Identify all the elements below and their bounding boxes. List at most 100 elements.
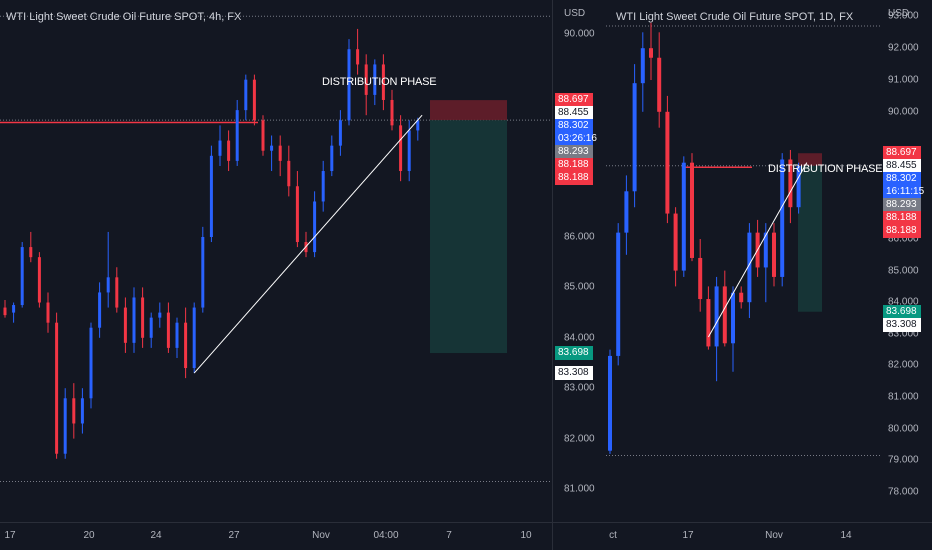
left-candle[interactable] bbox=[235, 99, 239, 166]
left-candle[interactable] bbox=[321, 160, 325, 212]
left-candle[interactable] bbox=[304, 231, 308, 258]
left-candle[interactable] bbox=[330, 135, 334, 177]
left-candle[interactable] bbox=[209, 145, 213, 243]
right-candle[interactable] bbox=[665, 95, 670, 224]
right-candle[interactable] bbox=[673, 207, 678, 287]
right-candle-body bbox=[640, 48, 645, 84]
left-candle[interactable] bbox=[80, 388, 84, 434]
left-price-tag: 88.293 bbox=[555, 145, 593, 160]
left-candle[interactable] bbox=[3, 300, 7, 318]
right-candle[interactable] bbox=[681, 156, 686, 277]
right-candle[interactable] bbox=[657, 32, 662, 128]
left-candle[interactable] bbox=[98, 282, 102, 338]
left-candle[interactable] bbox=[149, 312, 153, 348]
left-candle[interactable] bbox=[63, 388, 67, 459]
left-candle[interactable] bbox=[416, 117, 420, 141]
left-candle[interactable] bbox=[390, 89, 394, 131]
right-candle-body bbox=[739, 292, 744, 303]
right-candle[interactable] bbox=[739, 286, 744, 309]
left-candle-body bbox=[313, 201, 317, 253]
left-candle[interactable] bbox=[201, 226, 205, 313]
right-candle[interactable] bbox=[788, 149, 793, 224]
left-candle[interactable] bbox=[158, 302, 162, 328]
left-candle[interactable] bbox=[261, 115, 265, 156]
right-price-tag: 88.697 bbox=[883, 146, 921, 161]
left-candle[interactable] bbox=[37, 252, 41, 308]
left-candle[interactable] bbox=[252, 74, 256, 126]
right-candle[interactable] bbox=[772, 223, 776, 287]
right-y-tick-label: 92.000 bbox=[888, 42, 919, 54]
left-price-tag: 88.455 bbox=[555, 106, 593, 121]
left-stop-zone bbox=[430, 100, 507, 121]
left-candle[interactable] bbox=[20, 242, 24, 308]
left-candle[interactable] bbox=[175, 317, 179, 358]
left-price-tag: 83.698 bbox=[555, 346, 593, 361]
left-candle-body bbox=[20, 247, 24, 306]
left-candle-body bbox=[192, 307, 196, 369]
left-candle[interactable] bbox=[106, 231, 110, 308]
left-candle[interactable] bbox=[227, 130, 231, 172]
left-candle[interactable] bbox=[347, 39, 351, 126]
left-candle[interactable] bbox=[244, 74, 248, 121]
left-candle[interactable] bbox=[115, 267, 119, 313]
right-candle[interactable] bbox=[632, 64, 637, 208]
right-candle[interactable] bbox=[731, 286, 735, 372]
left-candle[interactable] bbox=[373, 59, 377, 106]
right-candle-body bbox=[780, 159, 785, 277]
right-candle[interactable] bbox=[747, 223, 752, 318]
left-candle[interactable] bbox=[313, 191, 317, 258]
left-candle-body bbox=[132, 297, 136, 343]
left-candle[interactable] bbox=[72, 383, 76, 439]
right-price-tag: 83.308 bbox=[883, 317, 921, 332]
left-candle[interactable] bbox=[270, 135, 274, 172]
left-candle[interactable] bbox=[295, 171, 299, 248]
left-candle[interactable] bbox=[356, 28, 360, 75]
right-y-tick-label: 78.000 bbox=[888, 486, 919, 498]
left-candle[interactable] bbox=[166, 302, 170, 353]
right-candle[interactable] bbox=[624, 175, 629, 255]
right-candle-body bbox=[722, 286, 727, 344]
left-candle[interactable] bbox=[192, 302, 196, 374]
left-candle[interactable] bbox=[184, 307, 188, 379]
left-candle[interactable] bbox=[141, 287, 145, 348]
left-candle-body bbox=[166, 312, 170, 348]
left-candle[interactable] bbox=[55, 312, 59, 459]
right-y-tick-label: 93.000 bbox=[888, 10, 919, 22]
left-candle[interactable] bbox=[89, 322, 93, 409]
right-candle[interactable] bbox=[640, 32, 645, 112]
right-candle[interactable] bbox=[690, 153, 694, 262]
left-candle[interactable] bbox=[218, 125, 222, 166]
left-candle[interactable] bbox=[338, 110, 342, 156]
right-candle-body bbox=[796, 165, 801, 208]
left-candle[interactable] bbox=[132, 287, 136, 353]
right-price-tag: 83.698 bbox=[883, 304, 921, 319]
left-candle[interactable] bbox=[12, 302, 16, 323]
left-candle[interactable] bbox=[287, 145, 291, 197]
right-candle[interactable] bbox=[616, 223, 621, 366]
right-candle-body bbox=[731, 292, 735, 344]
right-candle[interactable] bbox=[796, 162, 801, 214]
left-candle-body bbox=[270, 145, 274, 151]
right-candle[interactable] bbox=[608, 349, 612, 454]
left-candle-body bbox=[416, 120, 420, 131]
left-candle[interactable] bbox=[29, 231, 33, 263]
left-x-tick-label: 20 bbox=[83, 530, 95, 541]
left-candle-body bbox=[29, 247, 33, 258]
left-candle[interactable] bbox=[381, 54, 385, 111]
pane-divider[interactable] bbox=[552, 0, 553, 550]
right-candle[interactable] bbox=[706, 286, 711, 350]
right-candle[interactable] bbox=[755, 219, 760, 277]
left-trendline bbox=[193, 114, 423, 374]
left-candle[interactable] bbox=[278, 135, 282, 177]
right-candle[interactable] bbox=[780, 153, 785, 287]
left-candle-body bbox=[201, 237, 205, 308]
left-candle[interactable] bbox=[46, 292, 50, 333]
left-candle[interactable] bbox=[123, 297, 127, 353]
right-candle[interactable] bbox=[649, 22, 653, 80]
right-candle[interactable] bbox=[698, 239, 703, 312]
left-candle[interactable] bbox=[364, 54, 368, 116]
right-candle[interactable] bbox=[714, 276, 719, 382]
left-price-tag: 88.697 bbox=[555, 93, 593, 108]
left-candle[interactable] bbox=[399, 115, 403, 182]
